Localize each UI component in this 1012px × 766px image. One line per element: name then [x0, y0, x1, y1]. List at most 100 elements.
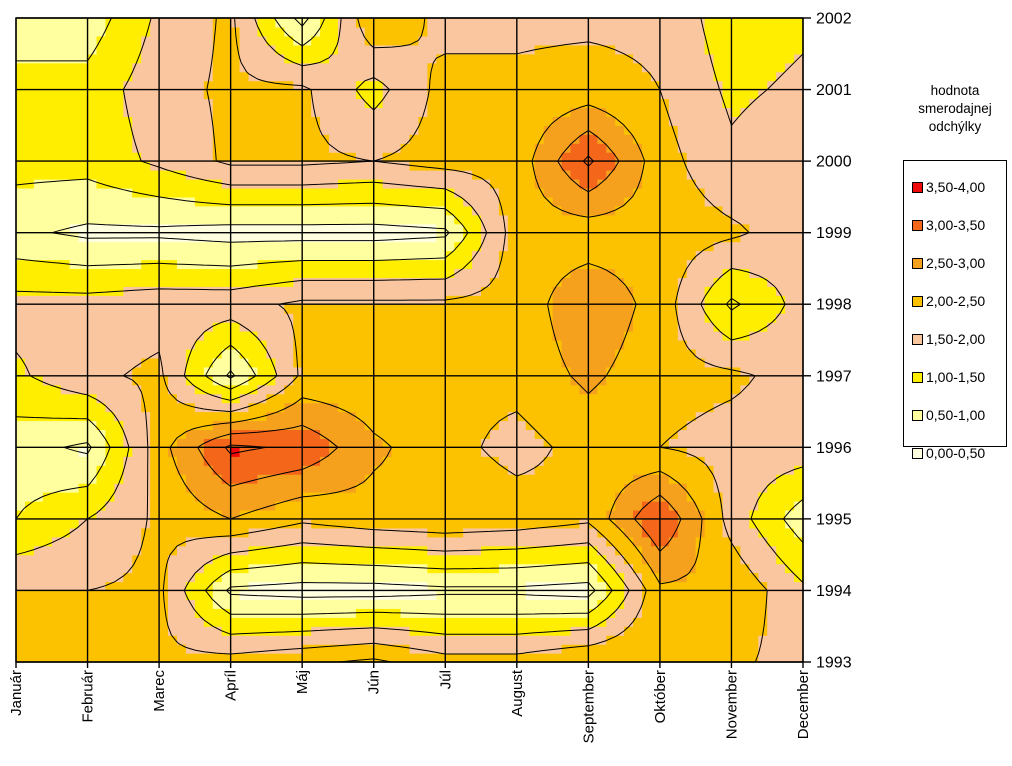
heatmap-cell	[123, 509, 133, 520]
heatmap-cell	[472, 465, 482, 475]
heatmap-cell	[69, 474, 80, 484]
heatmap-cell	[740, 384, 750, 395]
heatmap-cell	[194, 492, 205, 502]
heatmap-cell	[391, 170, 402, 180]
heatmap-cell	[624, 617, 634, 627]
heatmap-cell	[606, 313, 616, 323]
heatmap-cell	[248, 554, 259, 565]
heatmap-cell	[686, 483, 697, 493]
heatmap-cell	[168, 375, 178, 386]
heatmap-cell	[597, 474, 607, 484]
heatmap-cell	[302, 223, 312, 234]
heatmap-cell	[436, 626, 446, 636]
heatmap-cell	[436, 250, 446, 261]
heatmap-cell	[642, 161, 652, 171]
heatmap-cell	[16, 232, 26, 243]
heatmap-cell	[731, 456, 741, 466]
heatmap-cell	[87, 313, 98, 323]
heatmap-cell	[579, 635, 589, 645]
heatmap-cell	[382, 331, 393, 341]
heatmap-cell	[373, 277, 384, 287]
heatmap-cell	[87, 545, 98, 556]
heatmap-cell	[606, 599, 616, 609]
heatmap-cell	[391, 456, 402, 466]
heatmap-cell	[722, 322, 733, 332]
heatmap-cell	[481, 402, 491, 413]
heatmap-cell	[668, 304, 679, 314]
heatmap-cell	[168, 232, 178, 243]
heatmap-cell	[302, 653, 312, 663]
heatmap-cell	[507, 223, 518, 234]
heatmap-cell	[248, 375, 259, 386]
heatmap-cell	[248, 518, 259, 529]
heatmap-cell	[337, 366, 348, 377]
heatmap-cell	[642, 232, 652, 243]
heatmap-cell	[132, 545, 142, 556]
heatmap-cell	[516, 456, 527, 466]
heatmap-cell	[248, 205, 259, 216]
heatmap-cell	[212, 456, 223, 466]
heatmap-cell	[346, 599, 357, 609]
heatmap-cell	[588, 527, 598, 538]
heatmap-cell	[597, 608, 607, 618]
heatmap-cell	[695, 447, 706, 457]
heatmap-cell	[642, 563, 652, 574]
heatmap-cell	[355, 653, 366, 663]
heatmap-cell	[293, 295, 303, 305]
heatmap-cell	[168, 590, 178, 600]
heatmap-cell	[96, 223, 107, 234]
heatmap-cell	[633, 375, 643, 386]
heatmap-cell	[141, 456, 151, 466]
heatmap-cell	[87, 232, 98, 243]
heatmap-cell	[436, 492, 446, 502]
heatmap-cell	[776, 393, 786, 404]
heatmap-cell	[642, 223, 652, 234]
heatmap-cell	[749, 295, 759, 305]
heatmap-cell	[42, 456, 53, 466]
heatmap-cell	[141, 268, 151, 278]
heatmap-cell	[51, 429, 62, 439]
heatmap-cell	[677, 509, 688, 520]
heatmap-cell	[257, 187, 268, 198]
heatmap-cell	[606, 322, 616, 332]
heatmap-cell	[409, 509, 420, 520]
heatmap-cell	[570, 617, 581, 627]
heatmap-cell	[329, 563, 339, 574]
heatmap-cell	[597, 581, 607, 592]
heatmap-cell	[51, 232, 62, 243]
heatmap-cell	[203, 313, 214, 323]
heatmap-cell	[69, 617, 80, 627]
heatmap-cell	[409, 277, 420, 287]
heatmap-cell	[561, 196, 572, 207]
heatmap-cell	[722, 635, 733, 645]
heatmap-cell	[436, 375, 446, 386]
heatmap-cell	[794, 331, 804, 341]
heatmap-cell	[794, 214, 804, 225]
heatmap-cell	[758, 161, 768, 171]
heatmap-cell	[78, 179, 89, 189]
heatmap-cell	[668, 268, 679, 278]
heatmap-cell	[588, 232, 598, 243]
heatmap-cell	[382, 572, 393, 583]
heatmap-cell	[597, 447, 607, 457]
heatmap-cell	[42, 492, 53, 502]
heatmap-cell	[633, 581, 643, 592]
heatmap-cell	[230, 286, 241, 296]
heatmap-cell	[355, 590, 366, 600]
heatmap-cell	[624, 572, 634, 583]
heatmap-cell	[78, 161, 89, 171]
heatmap-cell	[785, 366, 795, 377]
heatmap-cell	[606, 340, 616, 350]
heatmap-cell	[722, 554, 733, 565]
heatmap-cell	[391, 313, 402, 323]
heatmap-cell	[436, 635, 446, 645]
heatmap-cell	[543, 554, 554, 565]
heatmap-cell	[24, 340, 35, 350]
heatmap-cell	[758, 429, 768, 439]
heatmap-cell	[275, 608, 285, 618]
heatmap-cell	[185, 411, 196, 422]
heatmap-cell	[176, 563, 187, 574]
heatmap-cell	[311, 331, 321, 341]
heatmap-cell	[150, 456, 160, 466]
heatmap-cell	[105, 402, 115, 413]
